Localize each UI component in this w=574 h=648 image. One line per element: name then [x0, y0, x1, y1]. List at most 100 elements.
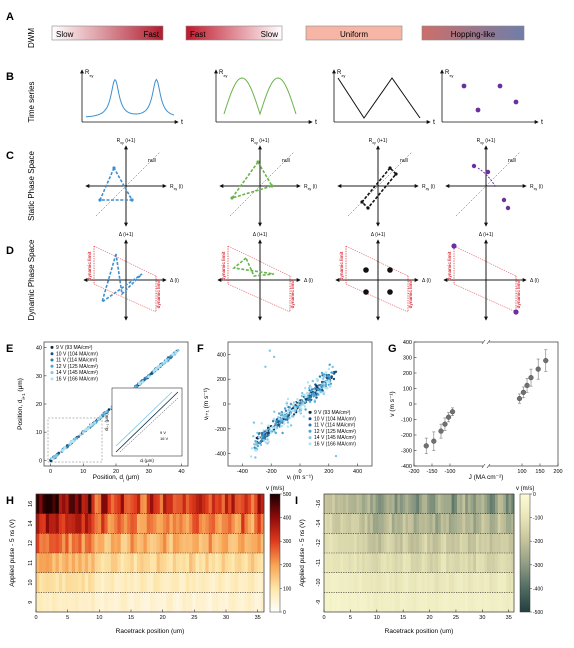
heatmap-cell [353, 553, 357, 573]
heatmap-cell [250, 513, 255, 534]
heatmap-cell [140, 592, 144, 613]
inset-dashed-line [119, 397, 179, 453]
heatmap-cell [172, 494, 177, 514]
dwm-bar-4 [421, 25, 525, 41]
legend-marker-f [308, 423, 312, 427]
heatmap-cell [503, 592, 507, 613]
heatmap-cell [107, 513, 112, 534]
heatmap-cell [104, 592, 108, 613]
heatmap-cell [457, 533, 461, 554]
heatmap-cell [91, 553, 95, 573]
heatmap-cell [224, 513, 229, 534]
data-point-f [291, 403, 295, 407]
heatmap-cell [389, 533, 393, 554]
heatmap-cell [364, 533, 368, 554]
heatmap-cell [326, 494, 330, 514]
heatmap-cell [36, 572, 40, 593]
heatmap-cell [440, 533, 444, 554]
heatmap-cell [435, 572, 439, 593]
x-tick-label-e: 20 [113, 469, 119, 475]
heatmap-cell [356, 553, 360, 573]
data-point-f [260, 422, 263, 425]
heatmap-cell [211, 572, 216, 593]
heatmap-cell [247, 553, 252, 573]
heatmap-cell [351, 553, 355, 573]
heatmap-cell [378, 494, 382, 514]
heatmap-cell [405, 572, 409, 593]
heatmap-cell [432, 513, 436, 534]
heatmap-cell [62, 592, 66, 613]
heatmap-cell [492, 494, 496, 514]
heatmap-cell [176, 494, 180, 514]
heatmap-cell [218, 553, 222, 573]
heatmap-cell [375, 533, 379, 554]
heatmap-cell [208, 494, 213, 514]
heatmap-cell [454, 513, 458, 534]
heatmap-cell [391, 572, 395, 593]
null-line [347, 151, 413, 217]
data-point-f [282, 419, 285, 423]
heatmap-cell [505, 592, 509, 613]
heatmap-cell [179, 533, 183, 554]
heatmap-cell [432, 494, 436, 514]
heatmap-cell [470, 592, 474, 613]
heatmap-cell [91, 494, 95, 514]
colorbar-tick-label: 200 [283, 563, 292, 569]
heatmap-cell [448, 572, 452, 593]
heatmap-cell [84, 494, 89, 514]
heatmap-cell [257, 513, 262, 534]
heatmap-cell [440, 592, 444, 613]
heatmap-cell [228, 513, 232, 534]
heatmap-cell [348, 513, 352, 534]
phase-vertex [366, 206, 370, 210]
inset-ylabel-e: dᵢ₊₁ (μm) [104, 413, 109, 431]
row-label: -9 [316, 600, 322, 605]
heatmap-cell [42, 553, 47, 573]
heatmap-cell [427, 494, 431, 514]
data-point-f [288, 416, 291, 420]
data-point-f [273, 410, 276, 413]
dynamic-point-uniform [387, 267, 393, 273]
heatmap-cell [435, 533, 439, 554]
heatmap-cell [495, 572, 499, 593]
x-tick-label-f: 0 [298, 469, 301, 475]
heatmap-cell [337, 553, 341, 573]
heatmap-cell [378, 572, 382, 593]
x-label-arg: (i) [429, 184, 435, 190]
heatmap-cell [192, 592, 196, 613]
heatmap-cell [176, 572, 180, 593]
heatmap-cell [351, 533, 355, 554]
heatmap-cell [153, 494, 157, 514]
heatmap-cell [62, 553, 66, 573]
heatmap-cell [511, 513, 515, 534]
data-point-f [258, 441, 261, 444]
data-point-f [310, 389, 313, 393]
data-point-f [302, 399, 306, 402]
data-point-f [329, 382, 333, 385]
heatmap-cell [465, 572, 469, 593]
data-point-e [63, 446, 66, 450]
legend-marker-f [308, 436, 312, 440]
heatmap-cell [257, 494, 262, 514]
y-tick-label-e: 10 [36, 430, 42, 436]
heatmap-cell [202, 572, 206, 593]
heatmap-cell [62, 513, 66, 534]
heatmap-cell [150, 553, 154, 573]
heatmap-cell [443, 494, 447, 514]
heatmap-cell [117, 592, 121, 613]
heatmap-cell [476, 494, 480, 514]
y-tick-label-g: -300 [401, 449, 412, 455]
heatmap-cell [36, 533, 40, 554]
heatmap-cell [343, 572, 347, 593]
heatmap-cell [202, 592, 206, 613]
data-point-f [298, 402, 302, 405]
heatmap-cell [110, 513, 115, 534]
x-tick-label: 0 [322, 615, 325, 621]
heatmap-cell [351, 513, 355, 534]
heatmap-cell [228, 592, 232, 613]
heatmap-cell [55, 513, 60, 534]
heatmap-cell [465, 553, 469, 573]
data-points-g [423, 349, 549, 454]
heatmap-cell [94, 513, 99, 534]
phase-loop [360, 166, 398, 210]
